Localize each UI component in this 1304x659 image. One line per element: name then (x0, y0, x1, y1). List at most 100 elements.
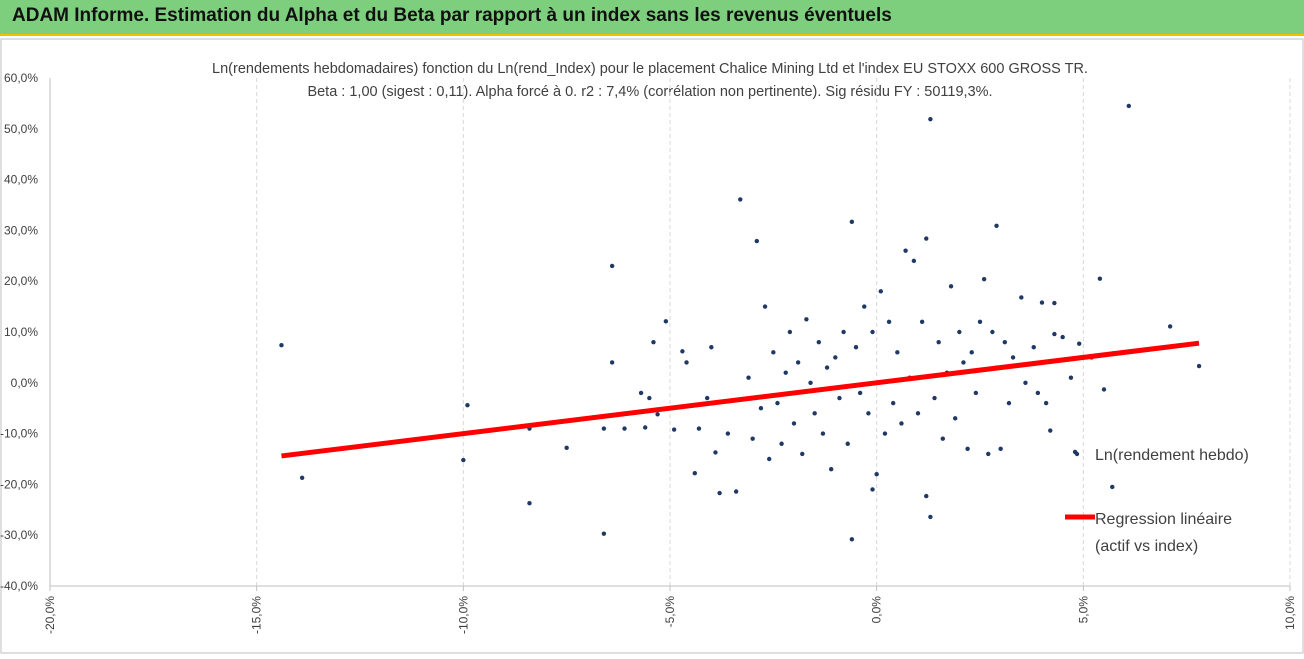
scatter-point (643, 425, 648, 430)
y-axis: -40,0% -30,0% -20,0% -10,0% 0,0% 10,0% 20,0% 30… (0, 71, 51, 593)
scatter-point (651, 339, 656, 345)
y-tick-label: -10,0% (0, 427, 38, 441)
legend: Ln(rendement hebdo) Regression linéaire (a… (1065, 447, 1249, 555)
grid-lines (256, 78, 1291, 586)
scatter-point (924, 236, 929, 241)
scatter-point (1019, 295, 1024, 300)
scatter-point (948, 284, 954, 289)
scatter-point (1052, 331, 1057, 337)
scatter-points (279, 103, 1202, 542)
scatter-point (886, 319, 892, 325)
scatter-point (957, 329, 962, 335)
scatter-point (692, 471, 697, 476)
scatter-point (775, 400, 780, 406)
scatter-point (1060, 334, 1065, 340)
scatter-point (713, 450, 718, 455)
scatter-point (924, 493, 929, 499)
scatter-point (882, 431, 888, 436)
scatter-point (1101, 387, 1107, 392)
scatter-point (820, 431, 826, 436)
legend-label-regression: Regression linéaire (1095, 511, 1232, 528)
scatter-point (684, 360, 689, 365)
y-tick-label: 30,0% (4, 223, 38, 237)
scatter-point (795, 360, 801, 365)
scatter-point (762, 304, 768, 309)
scatter-point (564, 445, 569, 451)
y-tick-label: -20,0% (0, 477, 38, 491)
scatter-point (1110, 484, 1115, 490)
scatter-point (696, 426, 702, 431)
scatter-point (783, 370, 788, 375)
scatter-point (299, 475, 305, 480)
legend-marker-scatter (1074, 451, 1080, 457)
scatter-point (1006, 400, 1012, 406)
y-tick-label: 40,0% (4, 173, 38, 187)
scatter-point (1068, 375, 1074, 380)
scatter-point (824, 365, 830, 370)
x-tick-label: 10,0% (1283, 596, 1297, 630)
scatter-point (779, 441, 784, 446)
scatter-point (767, 456, 772, 462)
scatter-point (725, 431, 731, 436)
scatter-point (1031, 345, 1036, 350)
y-tick-label: 50,0% (4, 122, 38, 136)
scatter-point (461, 457, 466, 463)
scatter-point (849, 219, 855, 224)
scatter-point (841, 329, 846, 335)
scatter-point (891, 400, 896, 406)
scatter-point (808, 380, 813, 385)
scatter-point (936, 339, 941, 345)
scatter-point (986, 451, 991, 457)
scatter-point (919, 319, 925, 325)
scatter-point (940, 436, 945, 441)
scatter-point (928, 514, 933, 520)
x-tick-label: -5,0% (663, 596, 677, 628)
scatter-point (990, 329, 995, 335)
scatter-point (609, 263, 615, 269)
scatter-point (953, 416, 958, 421)
report-title: ADAM Informe. Estimation du Alpha et du … (12, 5, 892, 26)
scatter-point (1010, 355, 1016, 360)
scatter-point (1167, 324, 1173, 329)
legend-label-scatter: Ln(rendement hebdo) (1095, 447, 1249, 464)
chart-title: Ln(rendements hebdomadaires) fonction du… (212, 61, 1088, 77)
scatter-point (973, 390, 979, 396)
scatter-point (1035, 390, 1041, 396)
y-tick-label: 10,0% (4, 325, 38, 339)
scatter-point (961, 360, 966, 365)
scatter-point (655, 412, 660, 417)
scatter-point (709, 345, 714, 350)
chart-frame: Ln(rendements hebdomadaires) fonction du… (0, 38, 1304, 654)
scatter-point (812, 411, 817, 416)
y-tick-label: 20,0% (4, 274, 38, 288)
scatter-point (915, 411, 921, 416)
scatter-point (829, 466, 834, 472)
scatter-point (862, 304, 867, 309)
scatter-point (746, 375, 751, 380)
scatter-point (866, 411, 871, 416)
scatter-point (787, 329, 793, 335)
x-tick-label: 5,0% (1076, 596, 1090, 624)
scatter-point (680, 349, 685, 354)
scatter-point (1048, 428, 1053, 433)
scatter-point (1196, 363, 1202, 369)
scatter-point (771, 350, 776, 355)
scatter-point (663, 319, 669, 324)
scatter-point (853, 345, 859, 350)
scatter-point (911, 258, 917, 264)
scatter-point (977, 319, 983, 325)
scatter-point (994, 223, 999, 229)
scatter-point (899, 421, 904, 426)
scatter-point (1052, 300, 1057, 306)
scatter-point (981, 276, 987, 282)
scatter-point (465, 402, 470, 408)
scatter-point (849, 537, 855, 542)
scatter-point (928, 116, 933, 122)
scatter-point (874, 472, 879, 477)
scatter-point (758, 406, 764, 411)
scatter-point (816, 339, 821, 345)
scatter-point (998, 446, 1003, 452)
scatter-point (750, 436, 755, 441)
scatter-point (837, 395, 842, 401)
y-tick-label: 0,0% (11, 376, 39, 390)
